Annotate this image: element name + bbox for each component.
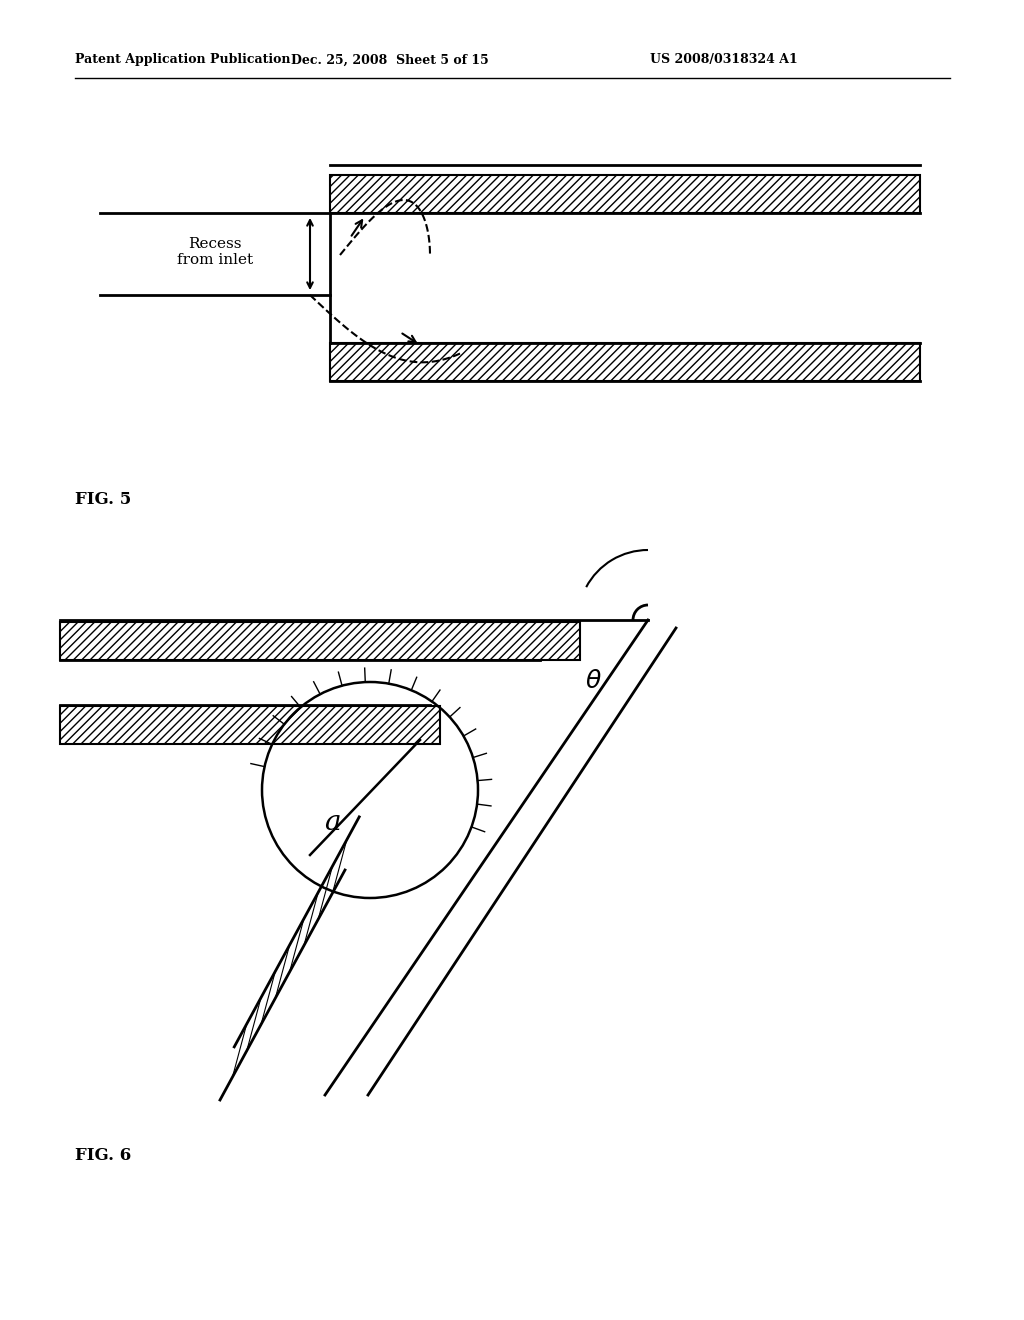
Text: FIG. 5: FIG. 5 [75,491,131,508]
Text: US 2008/0318324 A1: US 2008/0318324 A1 [650,54,798,66]
Bar [330,343,920,381]
Bar [60,706,440,744]
Bar [60,622,580,660]
Text: a: a [324,808,340,836]
Text: Dec. 25, 2008  Sheet 5 of 15: Dec. 25, 2008 Sheet 5 of 15 [291,54,488,66]
Text: Recess
from inlet: Recess from inlet [177,236,253,267]
Text: $\theta$: $\theta$ [585,671,601,693]
Bar [330,176,920,213]
Text: Patent Application Publication: Patent Application Publication [75,54,291,66]
Text: FIG. 6: FIG. 6 [75,1147,131,1163]
